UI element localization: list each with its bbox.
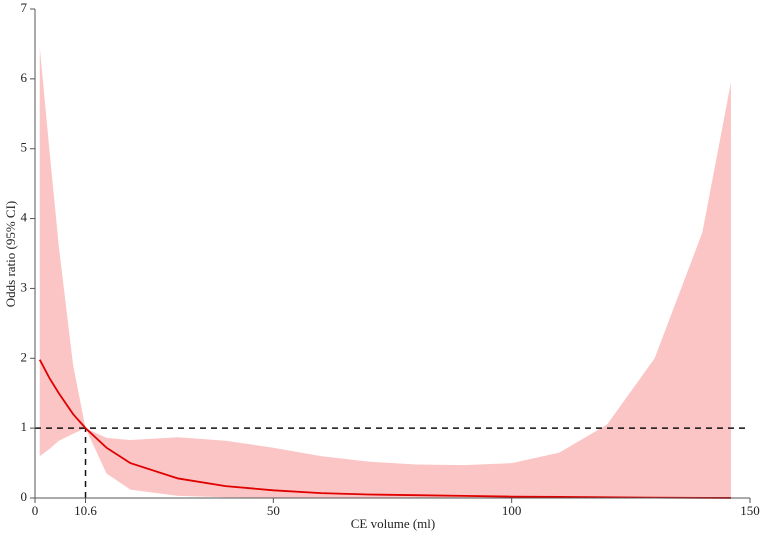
x-tick-label: 10.6 — [74, 503, 97, 518]
x-tick-label: 0 — [32, 503, 39, 518]
x-tick-label: 50 — [267, 503, 280, 518]
y-tick-label: 2 — [21, 349, 28, 364]
or-line — [38, 359, 731, 499]
y-tick-label: 3 — [21, 279, 28, 294]
x-tick-label: 100 — [502, 503, 522, 518]
y-tick-label: 6 — [21, 70, 28, 85]
ci-band — [39, 47, 731, 499]
y-tick-label: 1 — [21, 419, 28, 434]
y-tick-label: 5 — [21, 140, 28, 155]
x-axis-label: CE volume (ml) — [351, 516, 436, 531]
y-axis-label: Odds ratio (95% CI) — [3, 201, 18, 308]
y-tick-label: 0 — [21, 489, 28, 504]
y-tick-label: 7 — [21, 0, 28, 15]
x-tick-label: 150 — [740, 503, 760, 518]
y-tick-label: 4 — [21, 210, 28, 225]
